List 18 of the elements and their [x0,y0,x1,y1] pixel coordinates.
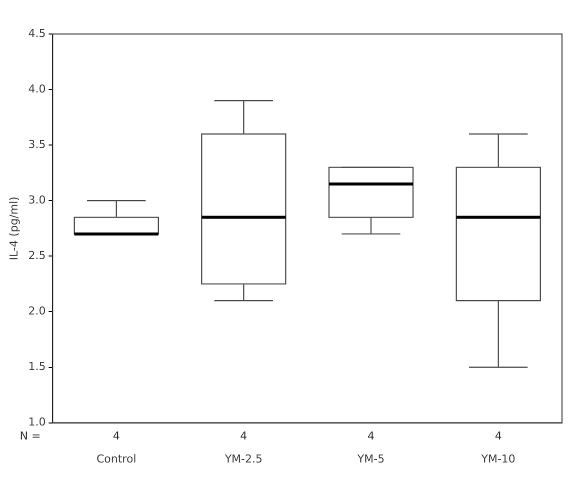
y-tick-label: 3.0 [28,193,46,206]
y-tick-label: 2.5 [28,249,46,262]
text: 4 [240,430,248,443]
text: 4 [112,430,120,443]
x-tick-label: YM-5 [356,452,385,466]
x-tick-label: YM-2.5 [224,452,263,466]
y-tick-label: 4.0 [28,82,46,96]
text: 4 [494,430,502,443]
x-tick-label: YM-10 [480,452,516,466]
text: 4 [368,430,375,443]
y-tick-label: 4.5 [28,26,46,40]
y-tick-label: 2.0 [28,304,46,318]
y-tick-label: 1.5 [28,360,46,374]
y-tick-label: 3.5 [28,138,46,151]
x-tick-label: Control [96,452,136,466]
y-axis-title: IL-4 (pg/ml) [7,196,20,260]
y-tick-label: 1.0 [28,416,46,429]
text: N = [20,430,41,443]
